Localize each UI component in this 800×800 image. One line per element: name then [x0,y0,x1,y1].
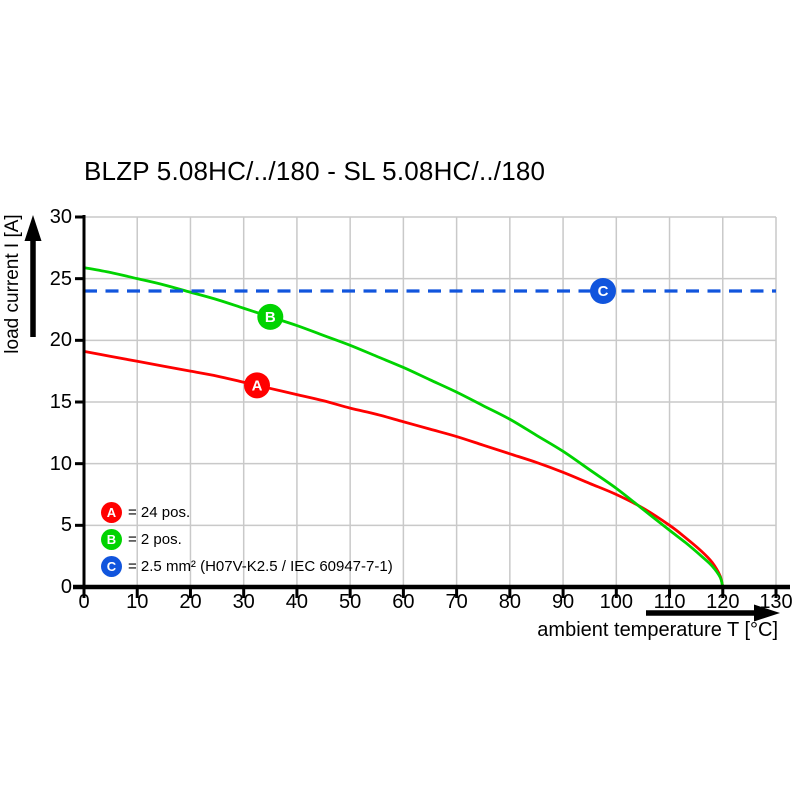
x-tick-label: 80 [498,591,521,613]
y-tick-label: 10 [49,452,72,475]
x-tick-label: 10 [126,591,149,613]
legend-row-a: A = 24 pos. [101,501,393,523]
legend-marker-c-icon: C [101,555,122,577]
legend-text-c: = 2.5 mm² (H07V-K2.5 / IEC 60947-7-1) [128,557,393,575]
x-axis-arrowhead-icon [754,604,780,622]
y-tick-label: 15 [49,391,72,413]
marker-c-letter: C [598,283,609,300]
x-tick-label: 90 [551,591,575,613]
legend-marker-b-icon: B [101,528,122,550]
x-tick-label: 100 [599,591,633,613]
y-tick-label: 5 [60,514,72,537]
x-tick-label: 40 [285,591,309,613]
x-tick-label: 120 [706,591,740,613]
legend-marker-a-icon: A [101,501,122,523]
legend: A = 24 pos. B = 2 pos. C = 2.5 mm² (H07V… [101,501,393,582]
x-tick-label: 130 [759,591,793,613]
x-tick-label: 110 [653,591,686,613]
legend-row-c: C = 2.5 mm² (H07V-K2.5 / IEC 60947-7-1) [101,555,393,577]
y-tick-label: 25 [49,267,72,290]
x-tick-label: 60 [392,591,415,613]
x-tick-label: 70 [445,591,468,613]
y-axis-arrowhead-icon [24,215,42,241]
marker-c-icon [590,278,616,304]
legend-text-b: = 2 pos. [128,530,182,548]
x-axis-label: ambient temperature T [°C] [537,619,778,641]
legend-row-b: B = 2 pos. [101,528,393,550]
y-axis-label: load current I [A] [2,214,23,354]
x-tick-label: 50 [339,591,362,613]
x-tick-label: 20 [179,591,202,613]
y-tick-label: 0 [60,576,72,598]
x-tick-label: 30 [232,591,255,613]
legend-text-a: = 24 pos. [128,503,191,521]
x-tick-label: 0 [78,591,90,613]
marker-a-letter: A [252,378,263,395]
marker-b-icon [257,303,284,330]
marker-b-letter: B [265,309,276,326]
page-title: BLZP 5.08HC/../180 - SL 5.08HC/../180 [84,156,546,186]
curve-a [83,350,725,588]
curve-b [83,266,725,588]
y-tick-label: 20 [49,329,72,352]
y-tick-label: 30 [49,206,72,228]
marker-a-icon [244,372,270,399]
